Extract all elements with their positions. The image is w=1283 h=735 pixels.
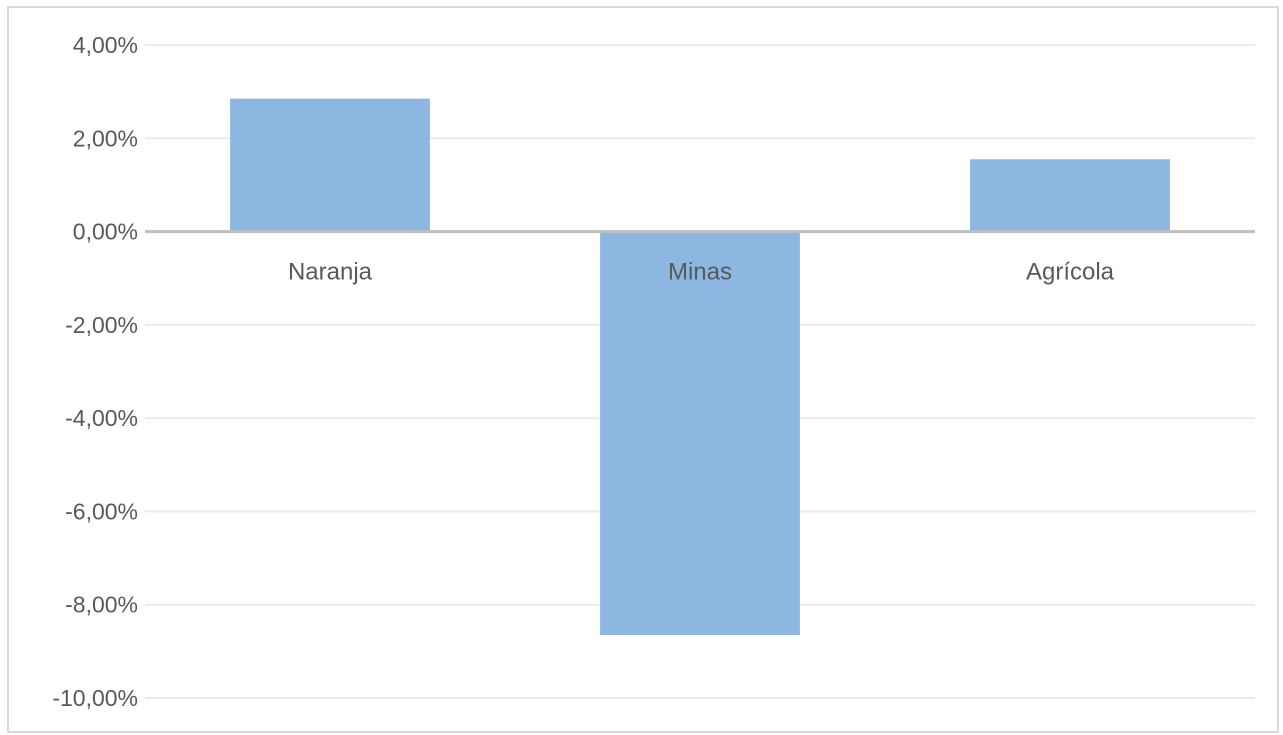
bar-minas [600, 231, 800, 636]
category-labels: Naranja Minas Agrícola [288, 259, 1115, 286]
bar-naranja [230, 98, 430, 232]
y-tick-label: 2,00% [73, 125, 138, 151]
y-tick-label: -8,00% [65, 592, 138, 618]
category-label: Minas [668, 259, 732, 286]
bars [230, 98, 1170, 636]
category-label: Agrícola [1026, 259, 1115, 286]
y-tick-label: -4,00% [65, 405, 138, 431]
y-tick-label: -6,00% [65, 498, 138, 524]
y-tick-label: -10,00% [52, 685, 138, 711]
y-axis-tick-labels: 4,00% 2,00% 0,00% -2,00% -4,00% -6,00% -8,00% -… [52, 32, 138, 711]
category-label: Naranja [288, 259, 373, 286]
y-tick-label: 4,00% [73, 32, 138, 58]
y-tick-label: -2,00% [65, 312, 138, 338]
y-tick-label: 0,00% [73, 219, 138, 245]
bar-agrícola [970, 159, 1170, 232]
